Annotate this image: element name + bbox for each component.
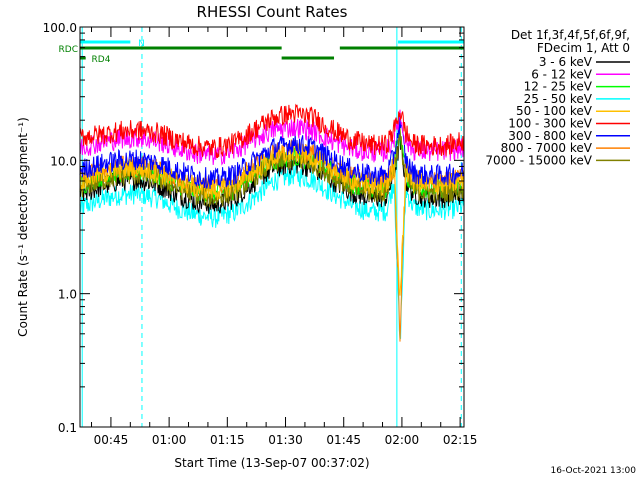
y-axis: 100.0 10.0 1.0 0.1: [43, 21, 464, 435]
legend-label-2: 12 - 25 keV: [524, 80, 593, 94]
y-tick-label-0: 100.0: [43, 21, 77, 35]
x-tick-label-3: 01:30: [268, 433, 303, 447]
legend-label-4: 50 - 100 keV: [516, 104, 593, 118]
series-line-7: [79, 138, 465, 342]
y-tick-label-2: 1.0: [58, 288, 77, 302]
legend-label-6: 300 - 800 keV: [508, 129, 592, 143]
x-axis-label: Start Time (13-Sep-07 00:37:02): [174, 456, 369, 470]
legend-label-7: 800 - 7000 keV: [501, 141, 593, 155]
plot-area: N RDC RD4: [59, 26, 465, 428]
legend-header-line-2: FDecim 1, Att 0: [537, 41, 630, 55]
x-tick-label-5: 02:00: [385, 433, 420, 447]
y-tick-label-1: 10.0: [50, 154, 77, 168]
flag-label-rdc: RDC: [59, 45, 78, 55]
legend-label-0: 3 - 6 keV: [539, 55, 593, 69]
x-tick-label-0: 00:45: [94, 433, 129, 447]
legend-label-3: 25 - 50 keV: [524, 92, 593, 106]
timestamp: 16-Oct-2021 13:00: [551, 466, 637, 476]
series-line-6: [79, 116, 465, 189]
y-tick-label-3: 0.1: [58, 421, 77, 435]
plot-frame: [79, 26, 465, 428]
flag-label-rd4: RD4: [92, 55, 111, 65]
legend: Det 1f,3f,4f,5f,6f,9f, FDecim 1, Att 0 3…: [485, 28, 630, 167]
x-tick-label-4: 01:45: [326, 433, 361, 447]
x-tick-label-2: 01:15: [210, 433, 245, 447]
series-layer: [79, 103, 465, 342]
chart-title: RHESSI Count Rates: [197, 3, 348, 21]
legend-label-5: 100 - 300 keV: [508, 117, 592, 131]
legend-label-1: 6 - 12 keV: [531, 67, 593, 81]
flag-layer: N RDC RD4: [59, 39, 464, 65]
flag-label-n: N: [138, 39, 145, 49]
legend-header-line-1: Det 1f,3f,4f,5f,6f,9f,: [511, 28, 630, 42]
series-line-5: [79, 103, 465, 159]
x-tick-label-6: 02:15: [443, 433, 478, 447]
y-axis-label: Count Rate (s⁻¹ detector segment⁻¹): [16, 117, 30, 337]
x-axis: 00:45 01:00 01:15 01:30 01:45 02:00 02:15: [91, 27, 478, 447]
legend-label-8: 7000 - 15000 keV: [485, 153, 592, 167]
x-tick-label-1: 01:00: [152, 433, 187, 447]
